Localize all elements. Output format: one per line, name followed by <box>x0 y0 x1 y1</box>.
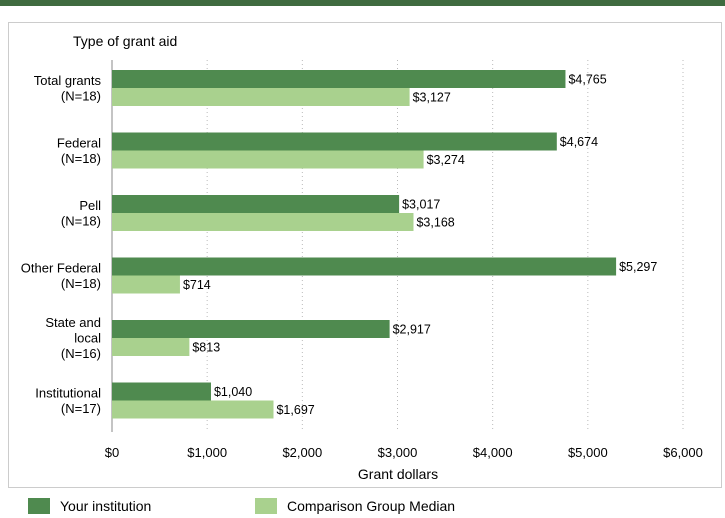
bar-comparison-median <box>112 400 274 419</box>
grant-aid-bar-chart: $0 $1,000 $2,000 $3,000 $4,000 $5,000 $6,000 $4… <box>21 33 703 482</box>
label-layer: $0 $1,000 $2,000 $3,000 $4,000 $5,000 $6,000 $4… <box>21 73 703 461</box>
bar-your-institution <box>112 320 390 338</box>
bar-comparison-median <box>112 338 190 356</box>
category-label: (N=18) <box>61 276 101 291</box>
x-tick-label: $0 <box>105 445 119 460</box>
legend-item-comparison-group: Comparison Group Median <box>255 498 455 514</box>
legend-item-your-institution: Your institution <box>28 498 151 514</box>
x-tick-label: $5,000 <box>568 445 608 460</box>
bar-value-label: $3,168 <box>416 216 454 230</box>
category-label: (N=18) <box>61 151 101 166</box>
grid-layer <box>111 60 684 432</box>
bar-your-institution <box>112 195 400 213</box>
bar-value-label: $714 <box>183 278 211 292</box>
bar-comparison-median <box>112 88 410 106</box>
bar-value-label: $4,765 <box>568 73 606 87</box>
x-tick-label: $6,000 <box>663 445 703 460</box>
bar-layer <box>112 70 617 419</box>
category-label: Institutional <box>35 385 101 400</box>
category-label: Other Federal <box>21 260 101 275</box>
bar-value-label: $1,697 <box>276 403 314 417</box>
bar-value-label: $4,674 <box>560 135 598 149</box>
top-accent-bar <box>0 0 725 6</box>
category-label: State and <box>45 315 101 330</box>
legend-swatch-your-institution <box>28 498 50 514</box>
bar-value-label: $3,127 <box>413 91 451 105</box>
legend: Your institution Comparison Group Median <box>0 496 725 518</box>
bar-comparison-median <box>112 213 414 231</box>
category-label: (N=17) <box>61 401 101 416</box>
x-tick-label: $2,000 <box>282 445 322 460</box>
category-label: (N=18) <box>61 88 101 103</box>
category-label: local <box>74 331 101 346</box>
category-label: Federal <box>57 135 101 150</box>
legend-swatch-comparison-group <box>255 498 277 514</box>
chart-title: Type of grant aid <box>73 33 177 49</box>
bar-your-institution <box>112 257 617 276</box>
bar-value-label: $3,274 <box>427 153 465 167</box>
category-label: Total grants <box>34 73 102 88</box>
bar-your-institution <box>112 132 557 151</box>
legend-label-comparison-group: Comparison Group Median <box>287 498 456 514</box>
bar-value-label: $1,040 <box>214 385 252 399</box>
bar-value-label: $813 <box>192 341 220 355</box>
bar-your-institution <box>112 382 211 401</box>
x-tick-label: $1,000 <box>187 445 227 460</box>
category-label: Pell <box>79 198 101 213</box>
bar-comparison-median <box>112 275 180 294</box>
category-label: (N=16) <box>61 346 101 361</box>
x-tick-label: $4,000 <box>473 445 513 460</box>
bar-value-label: $5,297 <box>619 260 657 274</box>
bar-value-label: $2,917 <box>393 323 431 337</box>
x-tick-label: $3,000 <box>378 445 418 460</box>
bar-your-institution <box>112 70 566 88</box>
x-axis-label: Grant dollars <box>358 466 438 482</box>
category-label: (N=18) <box>61 213 101 228</box>
bar-value-label: $3,017 <box>402 198 440 212</box>
legend-label-your-institution: Your institution <box>60 498 152 514</box>
bar-comparison-median <box>112 150 424 169</box>
